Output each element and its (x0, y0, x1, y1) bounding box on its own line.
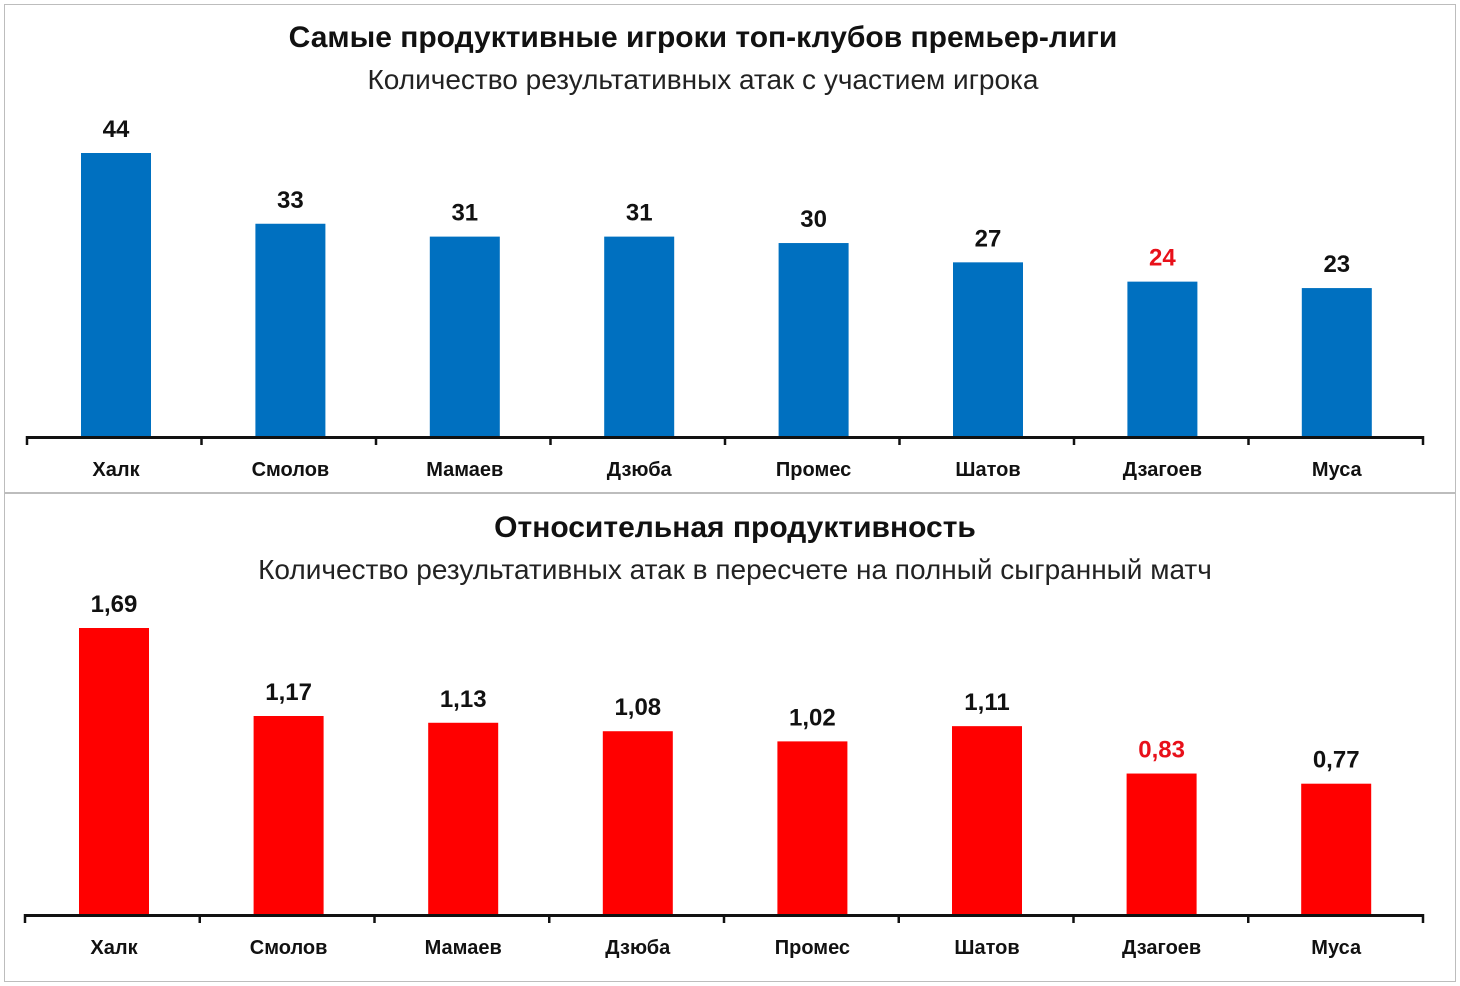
chart-subtitle: Количество результативных атак с участие… (367, 64, 1038, 95)
bar (79, 628, 149, 914)
data-label: 1,08 (614, 694, 661, 721)
data-label: 30 (800, 206, 827, 233)
data-label: 27 (975, 225, 1002, 252)
bar (81, 153, 151, 436)
category-label: Смолов (252, 459, 330, 481)
bar (778, 243, 849, 436)
category-label: Мамаев (425, 937, 502, 959)
category-label: Дзагоев (1122, 937, 1201, 959)
bar (953, 262, 1023, 436)
chart-subtitle: Количество результативных атак в пересче… (258, 554, 1212, 585)
category-label: Смолов (250, 937, 328, 959)
chart-title: Относительная продуктивность (494, 511, 976, 544)
chart-title: Самые продуктивные игроки топ-клубов пре… (289, 21, 1118, 54)
bar (777, 741, 848, 914)
category-label: Халк (92, 459, 140, 481)
category-label: Шатов (954, 937, 1019, 959)
category-label: Халк (90, 937, 138, 959)
bar (255, 223, 326, 436)
data-label: 31 (451, 200, 478, 227)
bar (1127, 281, 1198, 436)
bar (253, 716, 324, 914)
data-label: 44 (103, 116, 130, 143)
data-label: 31 (626, 200, 653, 227)
bar (1301, 783, 1372, 914)
data-label: 24 (1149, 245, 1176, 272)
category-label: Муса (1311, 937, 1362, 959)
bar (1126, 773, 1197, 914)
data-label: 0,77 (1313, 747, 1360, 774)
bar (428, 722, 499, 914)
data-label: 1,69 (91, 591, 138, 618)
data-label: 23 (1323, 251, 1350, 278)
data-label: 1,02 (789, 704, 836, 731)
bar (602, 731, 673, 914)
chart-panel-top: Самые продуктивные игроки топ-клубов пре… (4, 4, 1456, 493)
chart-top: Самые продуктивные игроки топ-клубов пре… (25, 21, 1425, 481)
bar (1301, 288, 1372, 436)
category-label: Мамаев (426, 459, 503, 481)
data-label: 1,13 (440, 686, 487, 713)
category-label: Шатов (955, 459, 1020, 481)
category-label: Дзагоев (1123, 459, 1202, 481)
category-label: Дзюба (605, 937, 671, 959)
data-label: 1,11 (964, 689, 1009, 716)
chart-panel-bottom: Относительная продуктивность Количество … (4, 493, 1456, 982)
chart-bottom: Относительная продуктивность Количество … (23, 511, 1425, 959)
bar (952, 726, 1022, 914)
category-label: Дзюба (607, 459, 673, 481)
bar (429, 236, 500, 436)
category-label: Муса (1312, 459, 1363, 481)
data-label: 0,83 (1138, 737, 1185, 764)
category-label: Промес (776, 459, 851, 481)
category-label: Промес (775, 937, 850, 959)
bar (604, 236, 675, 436)
data-label: 1,17 (265, 679, 312, 706)
data-label: 33 (277, 187, 304, 214)
